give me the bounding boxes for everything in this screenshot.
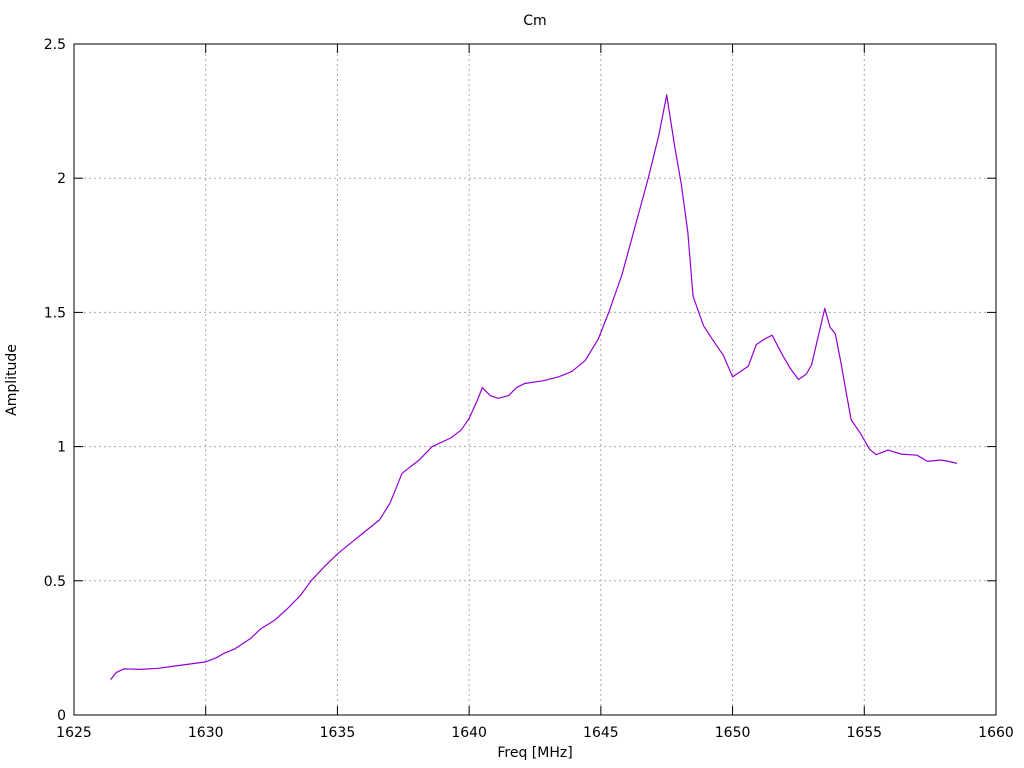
series-line-cm <box>110 94 958 680</box>
chart-title: Cm <box>523 13 546 29</box>
x-tick-label-1625: 1625 <box>56 725 92 741</box>
x-tick-label-1630: 1630 <box>188 725 224 741</box>
y-tick-label-1: 1 <box>57 440 66 456</box>
x-tick-label-1650: 1650 <box>715 725 751 741</box>
y-tick-label-1.5: 1.5 <box>44 305 66 321</box>
plot-border-box <box>73 43 997 716</box>
x-tick-label-1655: 1655 <box>846 725 882 741</box>
x-tick-labels: 1625 1630 1635 1640 1645 1650 1655 1660 <box>56 725 1014 741</box>
axis-ticks <box>73 43 997 716</box>
y-tick-labels: 0 0.5 1 1.5 2 2.5 <box>44 37 66 724</box>
x-tick-label-1635: 1635 <box>320 725 356 741</box>
x-tick-label-1660: 1660 <box>978 725 1014 741</box>
y-tick-label-2: 2 <box>57 171 66 187</box>
y-tick-label-2.5: 2.5 <box>44 37 66 53</box>
y-tick-label-0: 0 <box>57 708 66 724</box>
y-tick-label-0.5: 0.5 <box>44 574 66 590</box>
x-tick-label-1645: 1645 <box>583 725 619 741</box>
plot-border <box>73 43 997 716</box>
x-axis-label: Freq [MHz] <box>497 745 572 761</box>
series-lines <box>110 94 958 680</box>
gridlines <box>74 44 996 715</box>
y-axis-label: Amplitude <box>4 344 20 416</box>
x-tick-label-1640: 1640 <box>451 725 487 741</box>
